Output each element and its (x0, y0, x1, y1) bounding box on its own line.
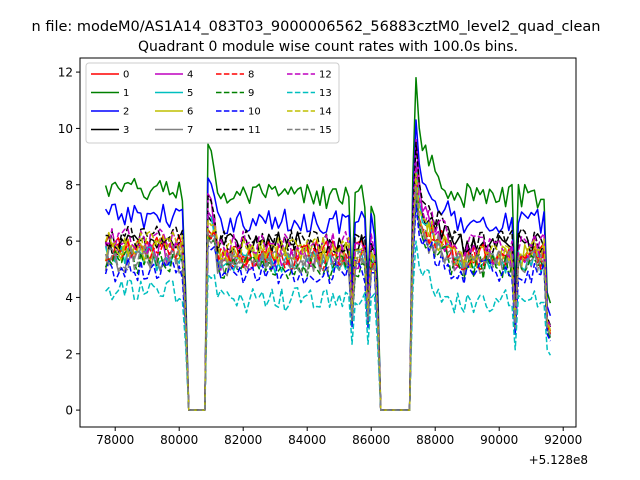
legend-label-6: 6 (187, 107, 193, 118)
x-tick-label: 92000 (544, 433, 582, 447)
legend-label-7: 7 (187, 125, 193, 136)
x-tick-label: 90000 (480, 433, 518, 447)
legend-label-0: 0 (123, 70, 129, 81)
axes-frame (79, 57, 577, 428)
y-tick-label: 10 (58, 122, 73, 136)
legend-label-8: 8 (248, 70, 254, 81)
legend-label-10: 10 (248, 107, 261, 118)
series-line-1 (104, 76, 552, 411)
legend-label-1: 1 (123, 88, 129, 99)
y-tick-label: 6 (65, 235, 73, 249)
x-offset-label: +5.128e8 (529, 453, 588, 467)
x-tick-label: 80000 (160, 433, 198, 447)
x-tick-label: 78000 (96, 433, 134, 447)
y-tick-label: 4 (65, 291, 73, 305)
y-tick-label: 8 (65, 178, 73, 192)
x-tick-label: 88000 (416, 433, 454, 447)
y-axis: 0 2 4 6 8 10 12 (58, 66, 80, 418)
legend-label-12: 12 (319, 70, 332, 81)
legend-label-2: 2 (123, 107, 129, 118)
legend-label-11: 11 (248, 125, 261, 136)
series-line-2 (104, 119, 552, 411)
legend-label-3: 3 (123, 125, 129, 136)
x-tick-label: 82000 (224, 433, 262, 447)
y-tick-label: 0 (65, 404, 73, 418)
x-axis: 78000 80000 82000 84000 86000 88000 90000 92000 (96, 427, 582, 447)
series-line-14 (104, 172, 552, 411)
y-tick-label: 12 (58, 66, 73, 80)
series-line-13 (105, 240, 552, 411)
series-line-15 (104, 186, 552, 411)
legend-label-4: 4 (187, 70, 193, 81)
x-tick-label: 86000 (352, 433, 390, 447)
legend-label-14: 14 (319, 107, 332, 118)
x-tick-label: 84000 (288, 433, 326, 447)
series-line-9 (104, 192, 552, 411)
series-layer (104, 76, 552, 411)
series-line-10 (104, 203, 552, 411)
figure-suptitle: n file: modeM0/AS1A14_083T03_9000006562_… (32, 19, 601, 35)
legend-label-9: 9 (248, 88, 254, 99)
y-tick-label: 2 (65, 347, 73, 361)
series-line-12 (105, 161, 552, 411)
chart-title: Quadrant 0 module wise count rates with … (138, 39, 518, 55)
legend-box (85, 62, 340, 144)
legend-label-13: 13 (319, 88, 332, 99)
legend-label-5: 5 (187, 88, 193, 99)
legend-label-15: 15 (319, 125, 332, 136)
